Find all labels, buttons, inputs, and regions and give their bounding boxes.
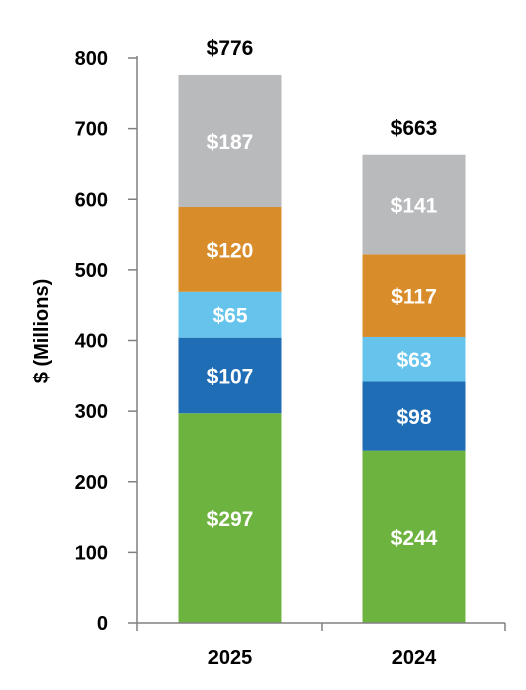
y-tick-label: 800	[75, 48, 108, 70]
x-tick-label: 2025	[208, 647, 253, 669]
x-axis: 2025 2024	[136, 622, 506, 669]
y-tick-label: 100	[75, 542, 108, 564]
total-value-label: $776	[207, 37, 254, 60]
segment-value-label: $107	[207, 365, 254, 388]
y-axis: 0 100 200 300 400 500 600 700 800	[75, 48, 138, 635]
bar-segment	[178, 291, 282, 338]
segment-value-label: $120	[207, 239, 254, 262]
data-labels: $297 $107 $65 $120 $187 $776 $244 $98 $63 $117 $14…	[207, 37, 438, 550]
bar-segment	[362, 336, 466, 382]
total-value-label: $663	[391, 117, 438, 140]
y-tick-label: 600	[75, 189, 108, 211]
bar-segment	[178, 207, 282, 292]
bar-segment	[178, 413, 282, 623]
y-tick-label: 300	[75, 401, 108, 423]
y-tick-label: 700	[75, 119, 108, 141]
bar-segment	[178, 74, 282, 208]
bar-segment	[362, 450, 466, 623]
segment-value-label: $65	[212, 305, 247, 328]
bar-segment	[178, 337, 282, 414]
segment-value-label: $141	[391, 195, 438, 218]
bar-segment	[362, 381, 466, 451]
y-tick-label: 200	[75, 472, 108, 494]
y-axis-label: $ (Millions)	[31, 279, 53, 383]
segment-value-label: $63	[396, 349, 431, 372]
bar-segment	[362, 254, 466, 337]
bar-segment	[362, 154, 466, 255]
segment-value-label: $244	[391, 527, 438, 550]
x-tick-label: 2024	[392, 647, 437, 669]
segment-value-label: $98	[396, 406, 431, 429]
segment-value-label: $117	[391, 286, 437, 309]
segment-value-label: $187	[207, 131, 254, 154]
y-tick-label: 0	[97, 613, 108, 635]
segment-value-label: $297	[207, 508, 254, 531]
bars	[178, 74, 466, 623]
y-tick-label: 400	[75, 331, 108, 353]
y-tick-label: 500	[75, 260, 108, 282]
